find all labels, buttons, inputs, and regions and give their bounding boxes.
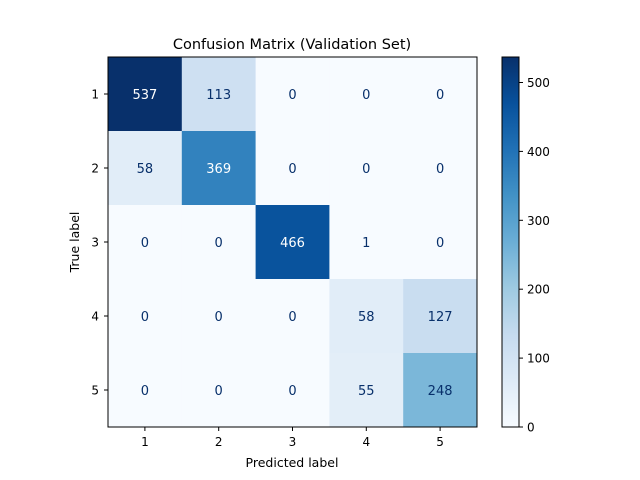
colorbar-tick-label: 100	[527, 352, 550, 366]
heatmap-cell	[403, 353, 478, 428]
cell-value-label: 1	[362, 236, 370, 251]
heatmap-cell	[108, 205, 183, 280]
cell-value-label: 0	[288, 88, 296, 103]
heatmap-cell	[329, 353, 404, 428]
cell-value-label: 0	[215, 236, 223, 251]
heatmap-cell	[181, 57, 257, 132]
cell-value-label: 113	[206, 88, 231, 103]
cell-value-label: 0	[436, 162, 444, 177]
x-axis-label: Predicted label	[246, 455, 339, 470]
x-tick-label: 2	[215, 435, 223, 449]
x-tick-label: 3	[289, 435, 297, 449]
colorbar-tick-label: 200	[527, 283, 550, 297]
cell-value-label: 248	[428, 384, 453, 399]
x-axis-ticks: 1 2 3 4 5	[141, 427, 444, 449]
colorbar-tick-label: 500	[527, 76, 550, 90]
cell-value-label: 0	[141, 236, 149, 251]
y-axis-label: True label	[67, 212, 82, 274]
x-tick-label: 4	[362, 435, 370, 449]
x-tick-label: 1	[141, 435, 149, 449]
colorbar	[501, 56, 520, 428]
cell-value-label: 0	[362, 88, 370, 103]
y-axis-ticks: 1 2 3 4 5	[91, 88, 108, 398]
heatmap-cell	[403, 279, 478, 354]
cell-value-label: 369	[206, 162, 231, 177]
heatmap-cells	[108, 57, 478, 428]
cell-value-label: 0	[141, 384, 149, 399]
cell-value-label: 58	[137, 162, 154, 177]
y-tick-label: 5	[91, 384, 99, 398]
heatmap-cell	[329, 279, 404, 354]
cell-value-label: 127	[428, 310, 453, 325]
cell-value-label: 0	[362, 162, 370, 177]
cell-value-label: 0	[215, 310, 223, 325]
cell-value-label: 0	[215, 384, 223, 399]
cell-value-label: 58	[358, 310, 375, 325]
heatmap-cell	[403, 131, 478, 206]
heatmap-cell	[255, 131, 330, 206]
heatmap-cell	[329, 205, 404, 280]
heatmap-cell	[255, 279, 330, 354]
colorbar-tick-label: 0	[527, 421, 535, 435]
cell-value-label: 0	[288, 310, 296, 325]
heatmap-cell-labels: 537 113 0 0 0 58 369 0 0 0 0 0 466 1 0 0 0 0 58 127 0 0 0 55 248	[132, 88, 452, 399]
heatmap-cell	[108, 57, 183, 132]
y-tick-label: 4	[91, 310, 99, 324]
cell-value-label: 0	[288, 384, 296, 399]
cell-value-label: 466	[280, 236, 305, 251]
y-tick-label: 3	[91, 236, 99, 250]
colorbar-tick-label: 400	[527, 145, 550, 159]
heatmap-cell	[255, 205, 330, 280]
y-tick-label: 1	[91, 88, 99, 102]
heatmap-cell	[403, 57, 478, 132]
heatmap-cell	[108, 131, 183, 206]
cell-value-label: 0	[436, 88, 444, 103]
heatmap-cell	[403, 205, 478, 280]
heatmap-cell	[255, 57, 330, 132]
cell-value-label: 0	[141, 310, 149, 325]
heatmap-cell	[108, 279, 183, 354]
cell-value-label: 0	[288, 162, 296, 177]
chart-title: Confusion Matrix (Validation Set)	[173, 37, 411, 53]
heatmap-cell	[181, 353, 257, 428]
heatmap-cell	[181, 205, 257, 280]
colorbar-tick-label: 300	[527, 214, 550, 228]
cell-value-label: 55	[358, 384, 375, 399]
heatmap-cell	[108, 353, 183, 428]
cell-value-label: 0	[436, 236, 444, 251]
cell-value-label: 537	[132, 88, 157, 103]
heatmap-cell	[255, 353, 330, 428]
y-tick-label: 2	[91, 162, 99, 176]
heatmap-cell	[329, 57, 404, 132]
x-tick-label: 5	[436, 435, 444, 449]
heatmap-cell	[181, 131, 257, 206]
colorbar-ticks: 0 100 200 300 400 500	[519, 76, 550, 435]
heatmap-cell	[329, 131, 404, 206]
heatmap-cell	[181, 279, 257, 354]
